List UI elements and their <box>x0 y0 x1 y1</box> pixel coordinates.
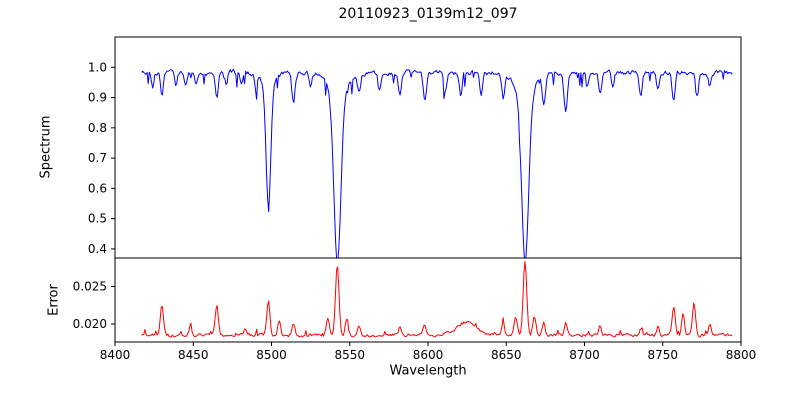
y-tick-label: 0.9 <box>88 91 107 105</box>
y-tick-label: 0.8 <box>88 121 107 135</box>
x-tick-label: 8500 <box>256 348 287 362</box>
y-tick-label: 1.0 <box>88 60 107 74</box>
x-tick-label: 8600 <box>413 348 444 362</box>
x-axis-label: Wavelength <box>389 363 467 379</box>
x-tick-label: 8750 <box>647 348 678 362</box>
x-tick-label: 8700 <box>569 348 600 362</box>
spectrum-series-line <box>141 68 733 258</box>
y-tick-label: 0.025 <box>73 280 107 294</box>
y-tick-label: 0.5 <box>88 212 107 226</box>
x-tick-label: 8550 <box>334 348 365 362</box>
x-tick-label: 8800 <box>726 348 757 362</box>
x-tick-label: 8450 <box>178 348 209 362</box>
axes-border <box>114 257 742 343</box>
error-series-line <box>141 261 733 338</box>
y-tick-label: 0.7 <box>88 151 107 165</box>
x-tick-label: 8400 <box>100 348 131 362</box>
y-tick-label: 0.020 <box>73 317 107 331</box>
y-tick-label: 0.4 <box>88 242 107 256</box>
y-tick-label: 0.6 <box>88 181 107 195</box>
chart-title: 20110923_0139m12_097 <box>338 6 518 22</box>
x-tick-label: 8650 <box>491 348 522 362</box>
axes-border <box>114 36 742 259</box>
